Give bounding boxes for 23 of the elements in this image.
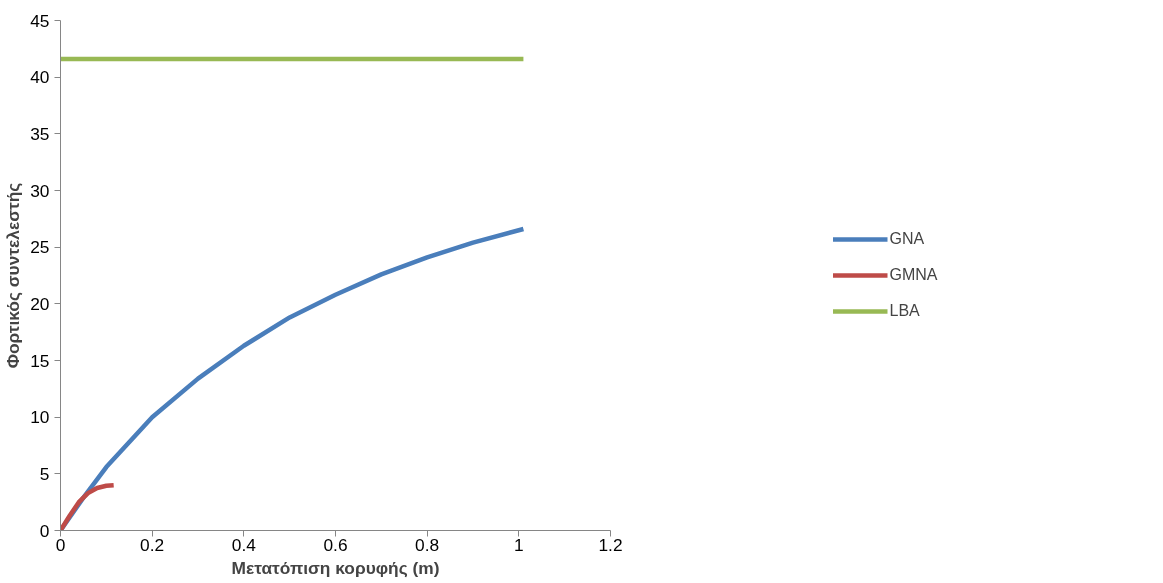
legend-label: LBA xyxy=(889,302,920,320)
x-axis-title: Μετατόπιση κορυφής (m) xyxy=(231,557,440,578)
y-tick-label: 45 xyxy=(30,10,50,31)
x-tick-label: 1 xyxy=(514,534,524,555)
y-tick-label: 15 xyxy=(30,350,50,371)
y-tick-label: 20 xyxy=(30,293,50,314)
x-tick-label: 1.2 xyxy=(598,534,623,555)
y-tick-label: 40 xyxy=(30,67,50,88)
legend-label: GMNA xyxy=(889,266,938,284)
y-tick-label: 35 xyxy=(30,123,50,144)
x-tick-label: 0.2 xyxy=(140,534,165,555)
x-tick-label: 0.8 xyxy=(415,534,440,555)
y-tick-label: 25 xyxy=(30,237,50,258)
x-tick-label: 0.4 xyxy=(231,534,257,555)
y-tick-label: 30 xyxy=(30,180,50,201)
y-tick-label: 5 xyxy=(39,463,50,484)
x-tick-label: 0.6 xyxy=(323,534,348,555)
y-tick-label: 0 xyxy=(39,520,50,541)
legend-label: GNA xyxy=(889,230,925,248)
x-tick-label: 0 xyxy=(55,534,66,555)
y-axis-title: Φορτικός συντελεστής xyxy=(3,182,24,369)
line-series xyxy=(60,482,116,531)
y-tick-label: 10 xyxy=(30,407,50,428)
